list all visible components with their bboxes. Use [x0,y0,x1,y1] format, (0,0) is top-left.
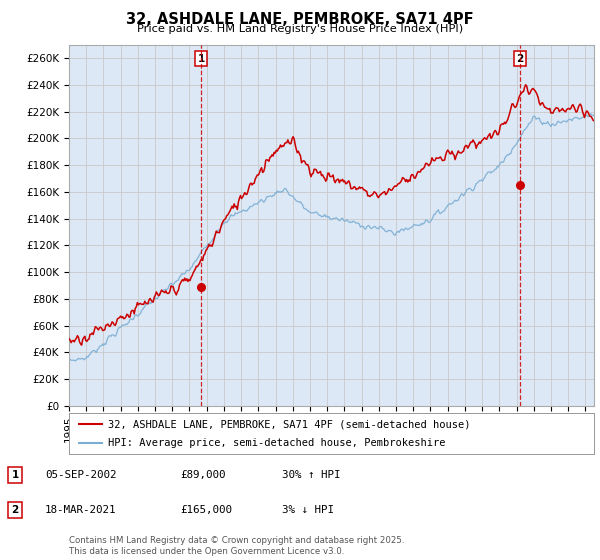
Text: 32, ASHDALE LANE, PEMBROKE, SA71 4PF (semi-detached house): 32, ASHDALE LANE, PEMBROKE, SA71 4PF (se… [109,419,471,429]
Text: Price paid vs. HM Land Registry's House Price Index (HPI): Price paid vs. HM Land Registry's House … [137,24,463,34]
Text: 32, ASHDALE LANE, PEMBROKE, SA71 4PF: 32, ASHDALE LANE, PEMBROKE, SA71 4PF [126,12,474,27]
Text: 18-MAR-2021: 18-MAR-2021 [45,505,116,515]
Text: 2: 2 [517,54,524,64]
Text: 3% ↓ HPI: 3% ↓ HPI [282,505,334,515]
Text: £165,000: £165,000 [180,505,232,515]
Text: HPI: Average price, semi-detached house, Pembrokeshire: HPI: Average price, semi-detached house,… [109,438,446,447]
Text: 05-SEP-2002: 05-SEP-2002 [45,470,116,480]
Text: 30% ↑ HPI: 30% ↑ HPI [282,470,341,480]
Text: 1: 1 [11,470,19,480]
Text: 1: 1 [197,54,205,64]
Text: £89,000: £89,000 [180,470,226,480]
Text: 2: 2 [11,505,19,515]
Text: Contains HM Land Registry data © Crown copyright and database right 2025.
This d: Contains HM Land Registry data © Crown c… [69,536,404,556]
